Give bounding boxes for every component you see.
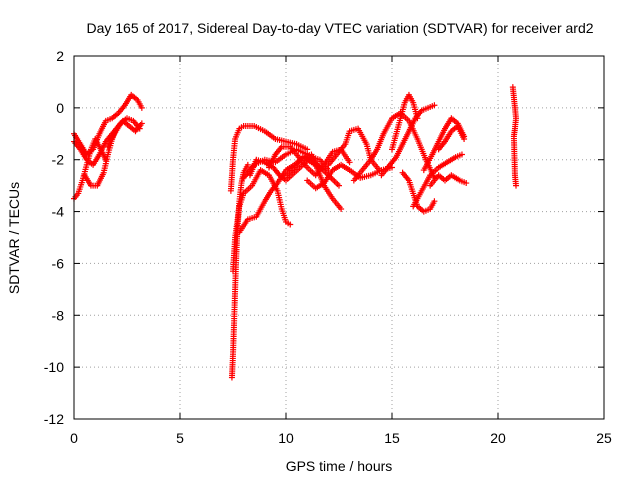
grid-lines <box>74 56 604 419</box>
x-tick-label: 10 <box>278 430 294 446</box>
y-tick-labels: -12 -10 -8 -6 -4 -2 0 2 <box>44 48 64 427</box>
data-point <box>461 135 468 142</box>
y-tick-label: -2 <box>52 152 65 168</box>
series-track-17 <box>378 102 438 179</box>
x-tick-label: 5 <box>176 430 184 446</box>
data-point <box>138 104 145 111</box>
data-point <box>431 102 438 109</box>
data-point <box>304 146 311 153</box>
series-track-23 <box>435 123 468 153</box>
series-track-12 <box>266 143 353 179</box>
data-point <box>346 159 353 166</box>
y-tick-label: -10 <box>44 359 64 375</box>
y-tick-label: -12 <box>44 411 64 427</box>
x-axis-label: GPS time / hours <box>286 458 393 474</box>
y-tick-label: -6 <box>52 255 65 271</box>
series-track-18 <box>389 91 421 153</box>
data-point <box>244 161 251 168</box>
x-tick-label: 15 <box>384 430 400 446</box>
data-point <box>513 182 520 189</box>
series-track-08 <box>227 123 311 194</box>
axis-ticks <box>73 55 605 420</box>
series-track-24 <box>509 84 520 189</box>
y-tick-label: 2 <box>56 48 64 64</box>
data-point <box>414 115 421 122</box>
y-tick-label: -8 <box>52 307 65 323</box>
series-track-07 <box>230 167 294 275</box>
series-track-22 <box>427 172 470 189</box>
y-tick-label: -4 <box>52 204 65 220</box>
data-point <box>463 180 470 187</box>
data-points <box>71 84 520 381</box>
chart-title: Day 165 of 2017, Sidereal Day-to-day VTE… <box>86 20 593 36</box>
data-point <box>458 151 465 158</box>
data-point <box>287 221 294 228</box>
series-track-05 <box>104 115 143 150</box>
series-track-15 <box>325 125 383 174</box>
x-tick-labels: 0 5 10 15 20 25 <box>70 430 612 446</box>
data-point <box>431 198 438 205</box>
x-tick-label: 0 <box>70 430 78 446</box>
data-point <box>338 205 345 212</box>
data-point <box>136 125 143 132</box>
plot-frame <box>73 55 605 420</box>
data-point <box>138 120 145 127</box>
x-tick-label: 20 <box>490 430 506 446</box>
y-tick-label: 0 <box>56 100 64 116</box>
series-track-20 <box>410 151 465 210</box>
x-tick-label: 25 <box>596 430 612 446</box>
data-point <box>336 182 342 189</box>
y-axis-label: SDTVAR / TECUs <box>6 182 22 294</box>
data-point <box>376 167 383 174</box>
